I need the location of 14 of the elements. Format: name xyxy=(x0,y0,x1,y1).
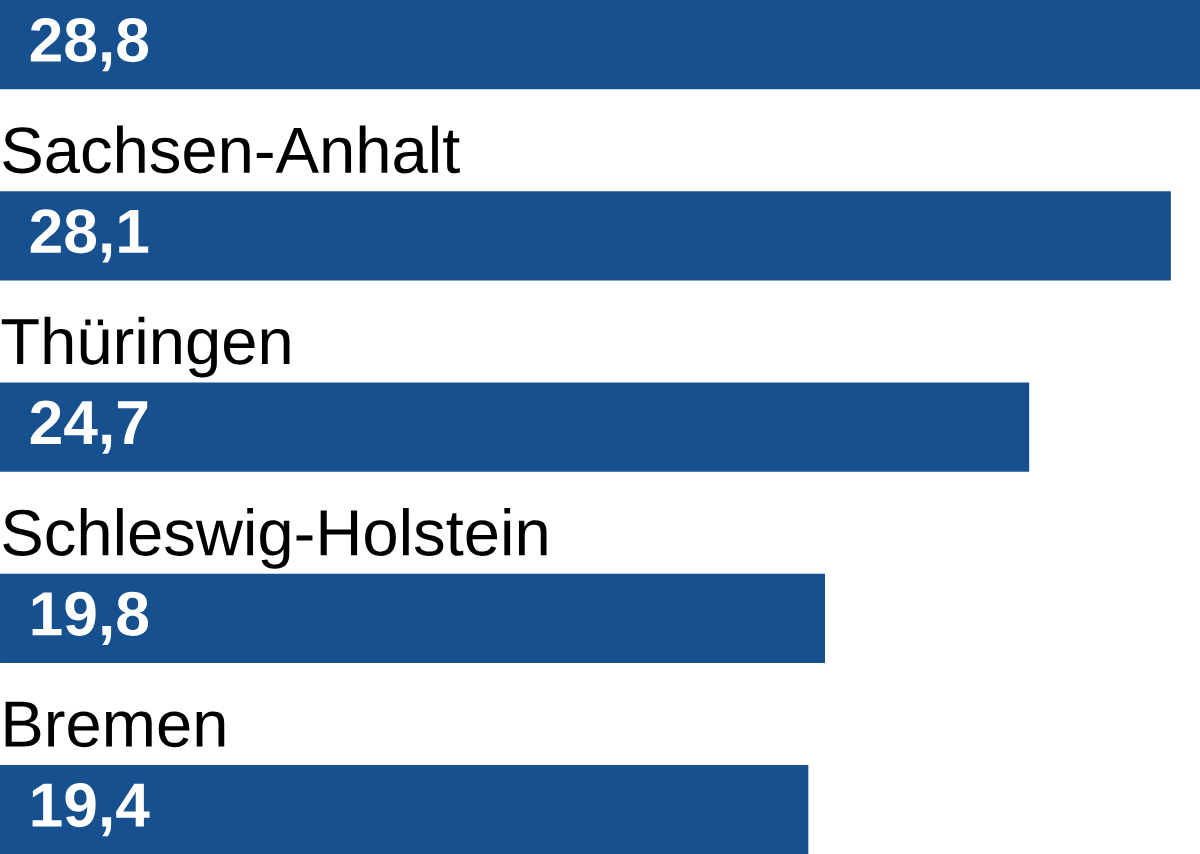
y-tick-label: Schleswig-Holstein xyxy=(3,507,547,569)
y-tick-label: Sachsen-Anhalt xyxy=(3,125,460,174)
data-label: 28,1 xyxy=(30,209,149,263)
bar xyxy=(0,573,825,663)
bar xyxy=(0,382,1030,472)
data-label: 24,7 xyxy=(30,400,148,454)
bar xyxy=(0,0,1200,90)
y-tick-label: Thüringen xyxy=(1,316,290,378)
bar xyxy=(0,191,1171,281)
data-label: 19,4 xyxy=(32,782,150,837)
y-tick-label: Bremen xyxy=(5,701,225,748)
data-label: 19,8 xyxy=(32,591,149,645)
bar xyxy=(0,764,809,854)
data-label: 28,8 xyxy=(30,17,149,72)
